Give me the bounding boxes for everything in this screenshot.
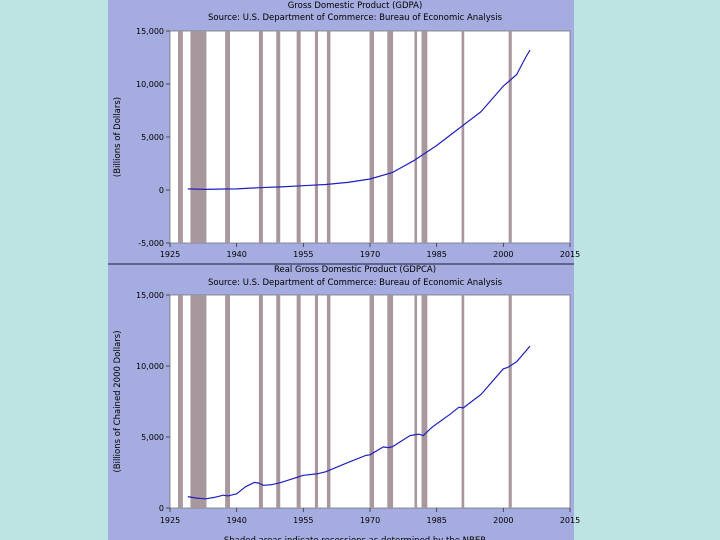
chart-subtitle: Source: U.S. Department of Commerce: Bur… xyxy=(208,13,503,23)
chart-2: Real Gross Domestic Product (GDPCA) Sourc… xyxy=(113,265,580,525)
chart-title: Gross Domestic Product (GDPA) xyxy=(288,1,423,11)
series-line-gdpa xyxy=(187,49,531,190)
recession-shading xyxy=(178,295,512,508)
chart-1: Gross Domestic Product (GDPA) Source: U.S… xyxy=(113,1,580,259)
recession-bar xyxy=(258,295,263,508)
recession-bar xyxy=(414,295,418,508)
footnote: Shaded areas indicate recessions as dete… xyxy=(224,536,486,540)
x-tick-label: 1955 xyxy=(293,516,313,525)
recession-bar xyxy=(421,31,428,243)
y-axis-label: (Billions of Dollars) xyxy=(113,97,123,177)
recession-bar xyxy=(369,295,374,508)
recession-bar xyxy=(387,295,394,508)
x-tick-label: 1970 xyxy=(360,516,380,525)
recession-bar xyxy=(326,31,331,243)
recession-bar xyxy=(369,31,374,243)
y-tick-label: 0 xyxy=(159,504,164,513)
x-tick-label: 2015 xyxy=(560,250,580,259)
recession-bar xyxy=(190,295,207,508)
y-tick-label: 15,000 xyxy=(136,27,164,36)
y-tick-label: 15,000 xyxy=(136,291,164,300)
series-line-gdpca xyxy=(187,345,531,500)
recession-bar xyxy=(461,295,465,508)
recession-bar xyxy=(276,295,281,508)
y-tick-label: -5,000 xyxy=(138,239,164,248)
recession-bar xyxy=(387,31,394,243)
y-tick-label: 5,000 xyxy=(141,433,164,442)
recession-bar xyxy=(276,31,281,243)
x-tick-label: 2015 xyxy=(560,516,580,525)
recession-bar xyxy=(258,31,263,243)
x-tick-label: 1940 xyxy=(226,516,246,525)
y-tick-label: 0 xyxy=(159,186,164,195)
y-axis-label: (Billions of Chained 2000 Dollars) xyxy=(113,330,123,472)
recession-bar xyxy=(225,31,230,243)
recession-shading xyxy=(178,31,512,243)
recession-bar xyxy=(190,31,207,243)
recession-bar xyxy=(178,31,183,243)
y-tick-label: 10,000 xyxy=(136,80,164,89)
recession-bar xyxy=(414,31,418,243)
x-tick-label: 1955 xyxy=(293,250,313,259)
x-tick-label: 2000 xyxy=(493,516,513,525)
x-tick-label: 1925 xyxy=(160,516,180,525)
recession-bar xyxy=(508,295,512,508)
recession-bar xyxy=(225,295,230,508)
recession-bar xyxy=(461,31,465,243)
x-tick-label: 1925 xyxy=(160,250,180,259)
recession-bar xyxy=(178,295,183,508)
x-tick-label: 1985 xyxy=(426,250,446,259)
recession-bar xyxy=(314,31,318,243)
recession-bar xyxy=(296,31,301,243)
chart-subtitle: Source: U.S. Department of Commerce: Bur… xyxy=(208,278,503,288)
recession-bar xyxy=(296,295,301,508)
y-tick-label: 10,000 xyxy=(136,362,164,371)
x-tick-label: 1985 xyxy=(426,516,446,525)
chart-title: Real Gross Domestic Product (GDPCA) xyxy=(274,265,436,275)
recession-bar xyxy=(508,31,512,243)
x-tick-label: 1970 xyxy=(360,250,380,259)
x-tick-label: 2000 xyxy=(493,250,513,259)
recession-bar xyxy=(326,295,331,508)
recession-bar xyxy=(421,295,428,508)
recession-bar xyxy=(314,295,318,508)
x-tick-label: 1940 xyxy=(226,250,246,259)
y-tick-label: 5,000 xyxy=(141,133,164,142)
